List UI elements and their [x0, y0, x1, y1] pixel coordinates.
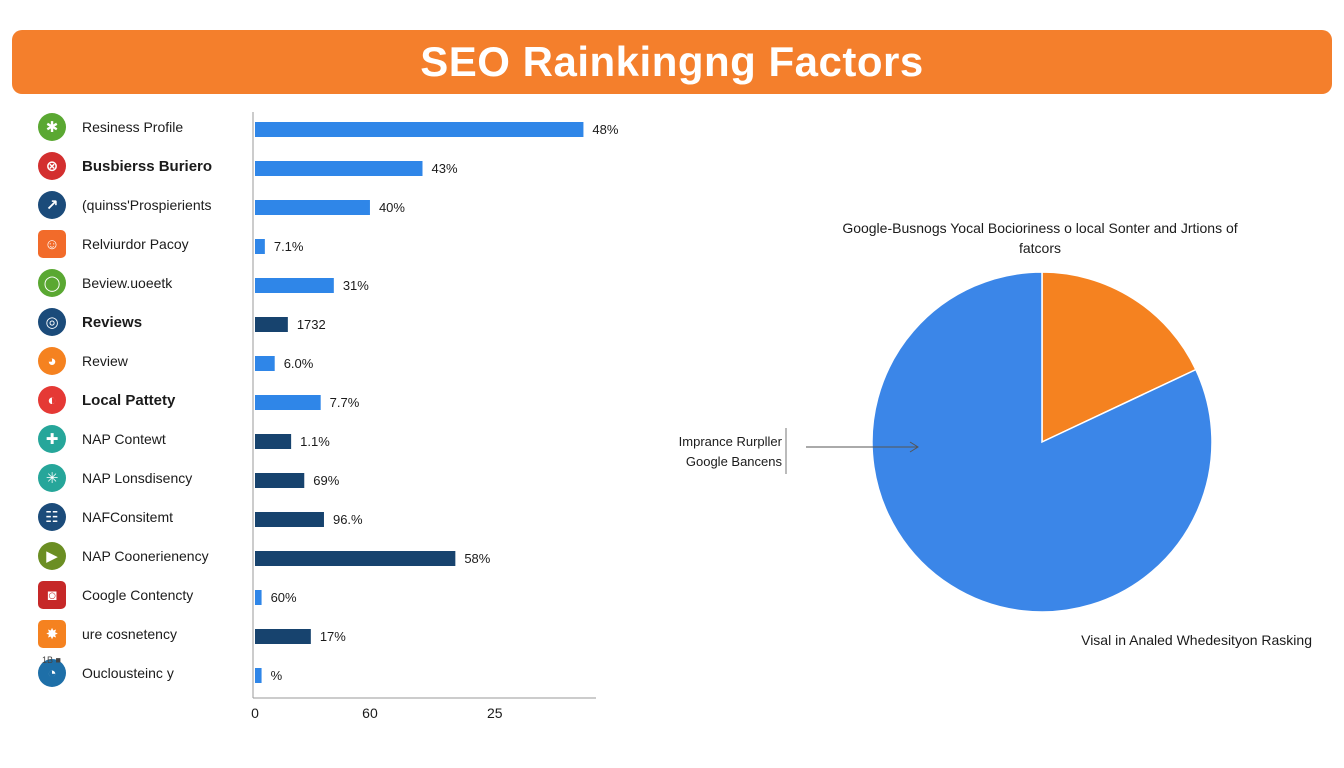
- factor-label: Resiness Profile: [82, 119, 184, 135]
- arrow-icon: ↗: [38, 191, 66, 219]
- bar: [255, 239, 265, 254]
- factor-label: Local Pattety: [82, 391, 176, 409]
- pie-slice: [1041, 271, 1197, 444]
- factor-label: ure cosnetency: [82, 626, 177, 642]
- no-entry-icon: ⊗: [38, 152, 66, 180]
- factor-label: Relviurdor Pacoy: [82, 236, 189, 252]
- factor-row: ☺ Relviurdor Pacoy: [38, 229, 189, 259]
- factor-row: ◯ Beview.uoeetk: [38, 268, 172, 298]
- star-icon: ✱: [38, 113, 66, 141]
- map-pin-icon: ◐: [38, 386, 66, 414]
- user-icon: ☺: [38, 230, 66, 258]
- factor-label: NAFConsitemt: [82, 509, 174, 525]
- bar-value-label: 17%: [320, 629, 346, 644]
- factor-label: Review: [82, 353, 128, 369]
- badge-icon: ◙: [38, 581, 66, 609]
- sun-icon: ✸: [38, 620, 66, 648]
- factor-list: ✱ Resiness Profile ⊗ Busbierss Buriero ↗ (qui…: [0, 0, 260, 768]
- pie-slice: [871, 271, 1213, 613]
- factor-row: ✚ NAP Contewt: [38, 424, 166, 454]
- x-tick-label: 0: [251, 705, 259, 721]
- pie-icon: ◕: [38, 347, 66, 375]
- bar: [255, 473, 305, 488]
- bar: [255, 512, 324, 527]
- bar: [255, 668, 262, 683]
- bar-value-label: 60%: [271, 590, 297, 605]
- bar: [255, 590, 262, 605]
- callout-line-1: Imprance Rurpller: [678, 434, 782, 449]
- factor-row: ◕ Review: [38, 346, 128, 376]
- pie-caption: Visal in Analed Whedesityon Rasking: [1081, 632, 1312, 648]
- factor-row: ▶ NAP Coonerienency: [38, 541, 209, 571]
- bar: [255, 317, 288, 332]
- asterisk-icon: ✳: [38, 464, 66, 492]
- bar-value-label: 7.7%: [330, 395, 360, 410]
- factor-row: ✱ Resiness Profile: [38, 112, 183, 142]
- factor-row: ✳ NAP Lonsdisency: [38, 463, 192, 493]
- plus-icon: ✚: [38, 425, 66, 453]
- bar: [255, 278, 334, 293]
- factor-label: Coogle Contencty: [82, 587, 194, 603]
- bar: [255, 551, 456, 566]
- bar: [255, 122, 584, 137]
- bar: [255, 629, 311, 644]
- factor-row: ✸ ure cosnetency: [38, 619, 177, 649]
- play-icon: ▶: [38, 542, 66, 570]
- callout-arrowhead: [909, 441, 919, 453]
- bar-value-label: %: [271, 668, 283, 683]
- bar-value-label: 1.1%: [300, 434, 330, 449]
- bar-value-label: 40%: [379, 200, 405, 215]
- bar-value-label: 31%: [343, 278, 369, 293]
- face-icon: ◔: [38, 659, 66, 687]
- page-title: SEO Rainkingng Factors: [420, 38, 924, 85]
- bar: [255, 161, 423, 176]
- list-icon: ☷: [38, 503, 66, 531]
- bar: [255, 395, 321, 410]
- bar-value-label: 69%: [313, 473, 339, 488]
- factor-label: NAP Lonsdisency: [82, 470, 193, 486]
- bar: [255, 200, 370, 215]
- factor-label: Beview.uoeetk: [82, 275, 173, 291]
- factor-row: ◔ Ouclousteinc y: [38, 658, 174, 688]
- factor-row: ⊗ Busbierss Buriero: [38, 151, 212, 181]
- ring-icon: ◯: [38, 269, 66, 297]
- callout-line-2: Google Bancens: [685, 454, 782, 469]
- bar: [255, 356, 275, 371]
- bar-value-label: 1732: [297, 317, 326, 332]
- factor-row: ☷ NAFConsitemt: [38, 502, 173, 532]
- factor-label: NAP Contewt: [82, 431, 166, 447]
- x-tick-label: 25: [487, 705, 503, 721]
- factor-row: ◙ Coogle Contencty: [38, 580, 193, 610]
- bar: [255, 434, 292, 449]
- factor-row: ◎ Reviews: [38, 307, 142, 337]
- bar-value-label: 7.1%: [274, 239, 304, 254]
- factor-row: ◐ Local Pattety: [38, 385, 175, 415]
- bar-value-label: 48%: [592, 122, 618, 137]
- pie-chart-title: Google-Busnogs Yocal Bocioriness o local…: [842, 220, 1238, 256]
- x-tick-label: 60: [362, 705, 378, 721]
- bar-value-label: 96.%: [333, 512, 363, 527]
- factor-label: Busbierss Buriero: [82, 157, 213, 175]
- target-icon: ◎: [38, 308, 66, 336]
- small-note: 1B ■: [42, 655, 61, 665]
- factor-label: Ouclousteinc y: [82, 665, 174, 681]
- pie-callout: Imprance Rurpller Google Bancens: [640, 432, 782, 472]
- factor-label: NAP Coonerienency: [82, 548, 209, 564]
- bar-value-label: 6.0%: [284, 356, 314, 371]
- bar-chart: 48% 43% 40% 7.1% 31% 1732 6.0% 7.7% 1.1% 69% 96.% 5…: [251, 112, 619, 721]
- factor-label: (quinss'Prospierients: [82, 197, 212, 213]
- factor-label: Reviews: [82, 313, 143, 331]
- bar-value-label: 58%: [464, 551, 490, 566]
- bar-value-label: 43%: [432, 161, 458, 176]
- factor-row: ↗ (quinss'Prospierients: [38, 190, 212, 220]
- title-banner: SEO Rainkingng Factors: [12, 30, 1332, 94]
